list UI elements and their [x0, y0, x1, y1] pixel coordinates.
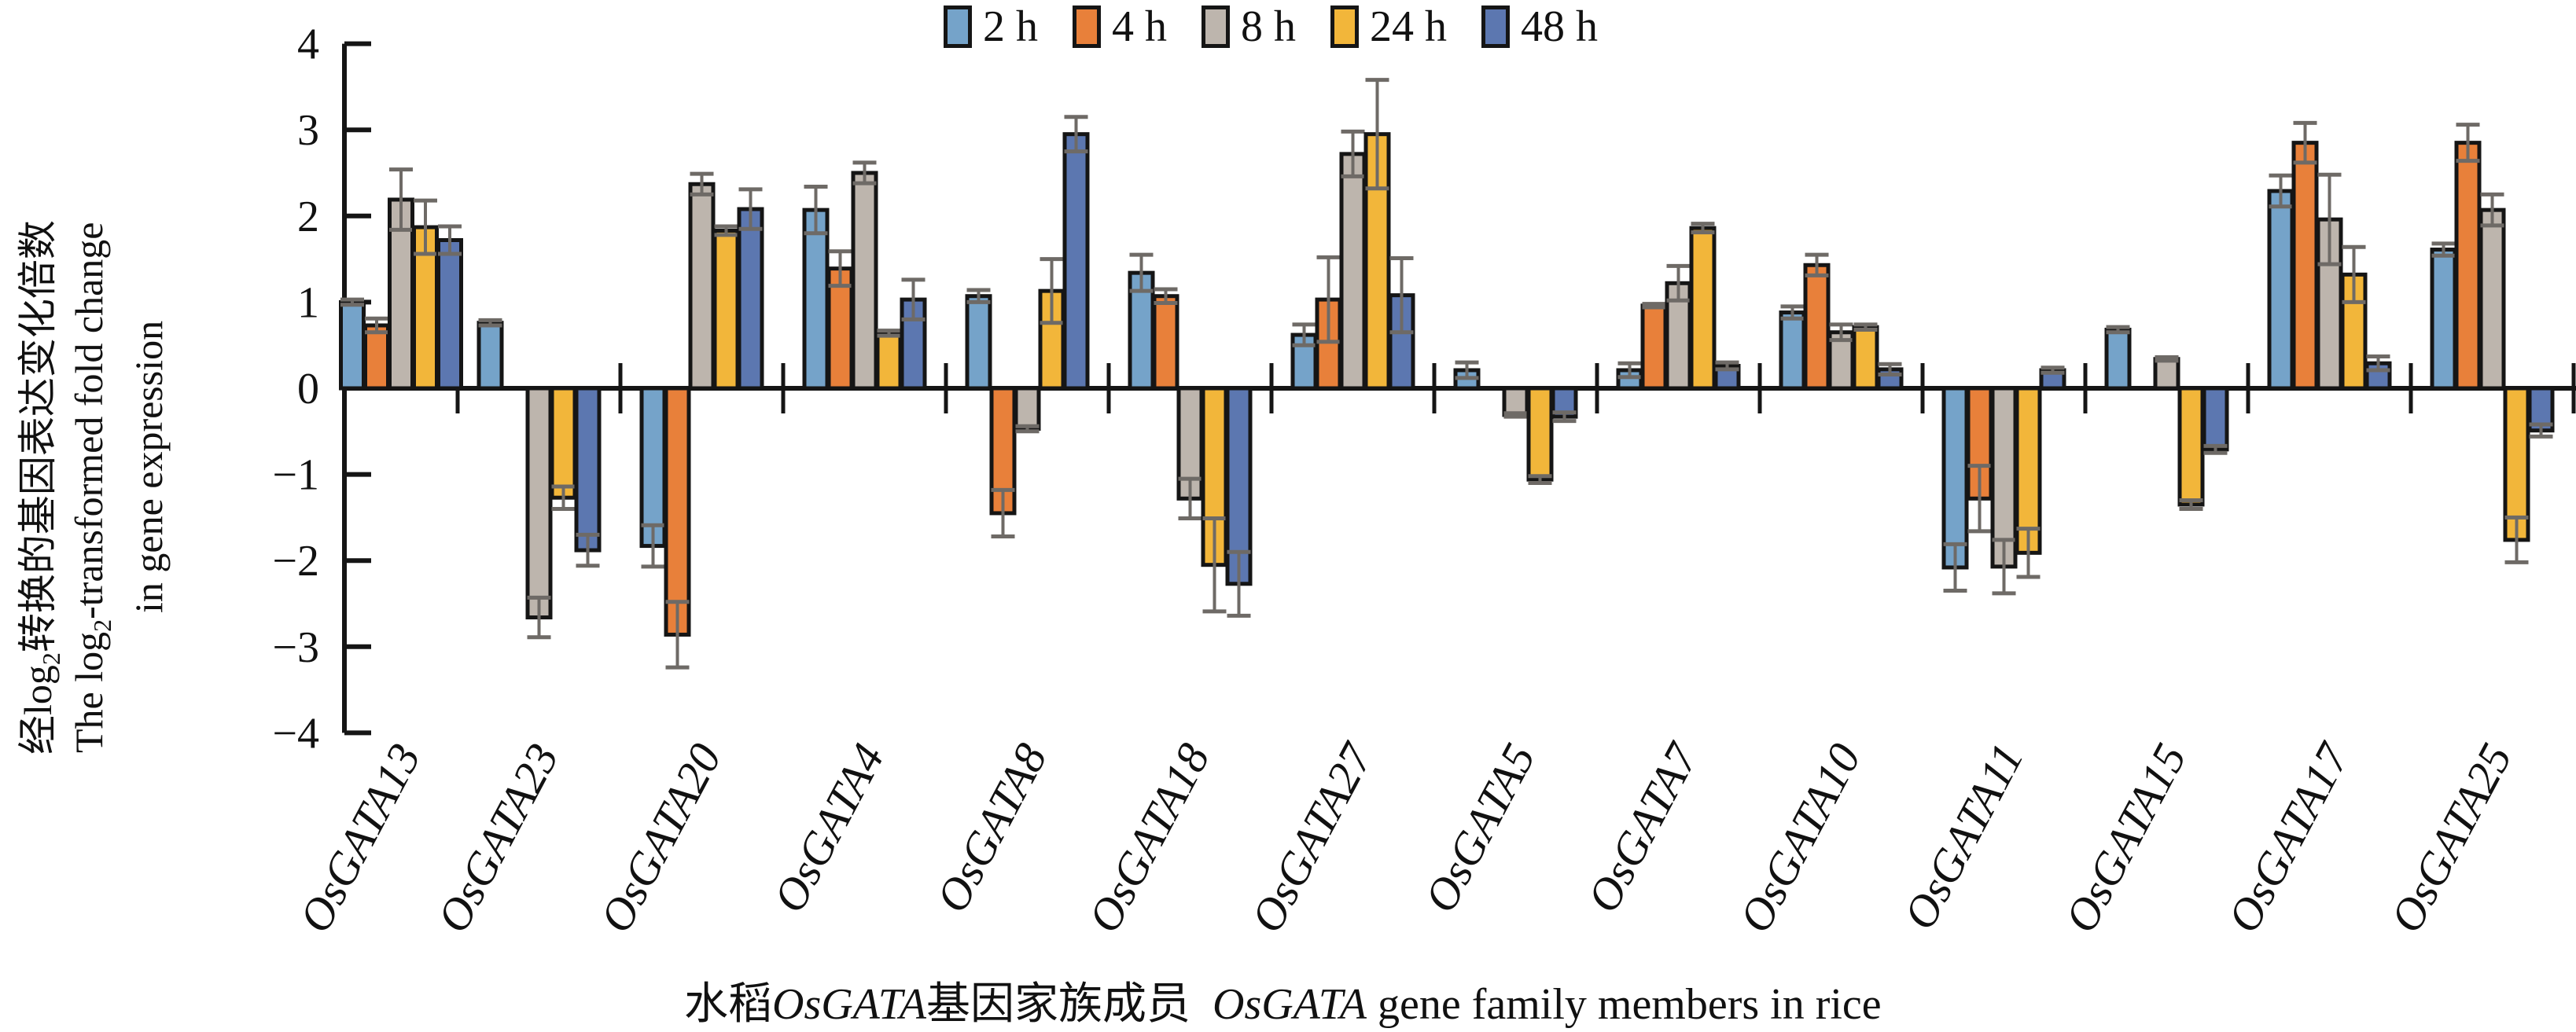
x-category-label: OsGATA7 — [1577, 734, 1709, 920]
bar-OsGATA20-2h — [639, 386, 667, 549]
bar-OsGATA10-4h — [1803, 263, 1831, 391]
y-tick-label: 0 — [297, 365, 319, 413]
legend-label: 24 h — [1370, 2, 1447, 51]
bar-OsGATA23-8h — [525, 386, 553, 620]
bar-OsGATA25-8h — [2478, 208, 2506, 391]
x-category-label: OsGATA4 — [764, 736, 894, 920]
x-category-label: OsGATA15 — [2055, 736, 2196, 941]
legend-item: 2 h — [944, 2, 1038, 52]
bar-OsGATA27-8h — [1339, 152, 1367, 391]
legend-label: 48 h — [1521, 2, 1598, 51]
y-label-en1-prefix: The log — [67, 631, 111, 753]
x-category-label: OsGATA23 — [427, 736, 569, 941]
y-tick-label: −1 — [272, 451, 319, 500]
bar-OsGATA20-8h — [688, 182, 716, 391]
legend: 2 h 4 h 8 h 24 h 48 h — [944, 2, 1632, 52]
bar-OsGATA8-2h — [965, 294, 992, 391]
bar-OsGATA13-48h — [436, 237, 463, 391]
bar-OsGATA15-2h — [2104, 327, 2132, 391]
bar-OsGATA4-8h — [851, 171, 878, 391]
y-axis-label-cn: 经log2转换的基因表达变化倍数 — [6, 220, 66, 755]
y-tick-label: 2 — [297, 193, 319, 241]
legend-swatch — [944, 6, 972, 48]
bar-OsGATA20-48h — [737, 207, 764, 391]
bar-OsGATA15-8h — [2153, 357, 2180, 391]
x-title-cn: 水稻 — [684, 980, 772, 1029]
y-tick-label: 4 — [297, 20, 319, 69]
y-label-cn-suffix: 转换的基因表达变化倍数 — [16, 220, 60, 653]
bar-OsGATA8-8h — [1014, 386, 1041, 432]
bar-OsGATA7-4h — [1640, 303, 1668, 391]
y-label-en1-sub: 2 — [88, 619, 116, 632]
y-label-en2: in gene expression — [127, 320, 171, 613]
x-title-italic: OsGATA — [772, 980, 926, 1029]
y-tick-label: 1 — [297, 278, 319, 327]
x-title-cn2: 基因家族成员 — [926, 980, 1190, 1029]
bar-OsGATA10-2h — [1779, 310, 1806, 391]
x-axis-title: 水稻OsGATA基因家族成员 OsGATA gene family member… — [684, 968, 1882, 1032]
bar-OsGATA17-2h — [2267, 189, 2294, 391]
bar-OsGATA5-8h — [1502, 386, 1529, 417]
bar-OsGATA18-4h — [1152, 294, 1179, 391]
legend-item: 24 h — [1330, 2, 1447, 52]
y-tick-label: −4 — [272, 709, 319, 758]
y-axis-label-en-1: The log2-transformed fold change — [66, 222, 117, 754]
x-category-label: OsGATA10 — [1729, 736, 1871, 941]
legend-swatch — [1481, 6, 1510, 48]
bar-OsGATA10-24h — [1852, 325, 1879, 391]
bar-OsGATA23-48h — [574, 386, 602, 553]
x-category-label: OsGATA27 — [1241, 734, 1383, 941]
legend-label: 4 h — [1112, 2, 1167, 51]
bar-OsGATA25-2h — [2430, 248, 2457, 391]
y-label-cn-sub: 2 — [37, 652, 65, 666]
bar-OsGATA20-4h — [664, 386, 691, 637]
x-category-label: OsGATA18 — [1078, 736, 1220, 941]
bar-OsGATA20-24h — [712, 228, 740, 391]
x-category-label: OsGATA11 — [1893, 736, 2033, 938]
y-axis-label-en-2: in gene expression — [126, 321, 171, 613]
legend-swatch — [1073, 6, 1101, 48]
bar-OsGATA4-2h — [802, 208, 830, 391]
bar-OsGATA15-48h — [2202, 386, 2229, 452]
bar-OsGATA23-24h — [550, 386, 577, 500]
bar-OsGATA15-24h — [2177, 386, 2205, 507]
bar-OsGATA5-24h — [1526, 386, 1554, 482]
bar-OsGATA7-24h — [1689, 226, 1717, 391]
bar-OsGATA13-4h — [363, 323, 390, 391]
y-label-en1-suffix: -transformed fold change — [67, 222, 111, 619]
y-label-cn-prefix: 经log — [16, 665, 60, 755]
bar-OsGATA8-48h — [1062, 132, 1090, 391]
x-category-label: OsGATA13 — [289, 736, 431, 941]
legend-label: 8 h — [1241, 2, 1296, 51]
bar-OsGATA11-2h — [1941, 386, 1969, 570]
bar-OsGATA25-4h — [2454, 141, 2482, 391]
y-tick-label: 3 — [297, 106, 319, 155]
legend-item: 4 h — [1073, 2, 1167, 52]
bar-OsGATA23-2h — [477, 321, 504, 391]
x-title-italic2: OsGATA — [1213, 980, 1367, 1029]
x-category-label: OsGATA25 — [2380, 736, 2522, 941]
legend-item: 8 h — [1202, 2, 1296, 52]
legend-item: 48 h — [1481, 2, 1598, 52]
legend-label: 2 h — [983, 2, 1038, 51]
bar-OsGATA4-24h — [875, 331, 903, 391]
x-category-label: OsGATA5 — [1415, 736, 1545, 920]
bar-OsGATA17-4h — [2291, 141, 2319, 391]
bar-OsGATA11-8h — [1990, 386, 2018, 569]
x-category-label: OsGATA8 — [926, 736, 1057, 920]
bar-OsGATA13-2h — [339, 299, 366, 391]
y-tick-label: −3 — [272, 623, 319, 672]
x-title-en: gene family members in rice — [1367, 980, 1882, 1029]
legend-swatch — [1202, 6, 1230, 48]
y-tick-label: −2 — [272, 537, 319, 586]
legend-swatch — [1330, 6, 1359, 48]
x-category-label: OsGATA17 — [2217, 734, 2360, 941]
bar-OsGATA11-24h — [2015, 386, 2042, 555]
x-category-label: OsGATA20 — [590, 736, 731, 941]
